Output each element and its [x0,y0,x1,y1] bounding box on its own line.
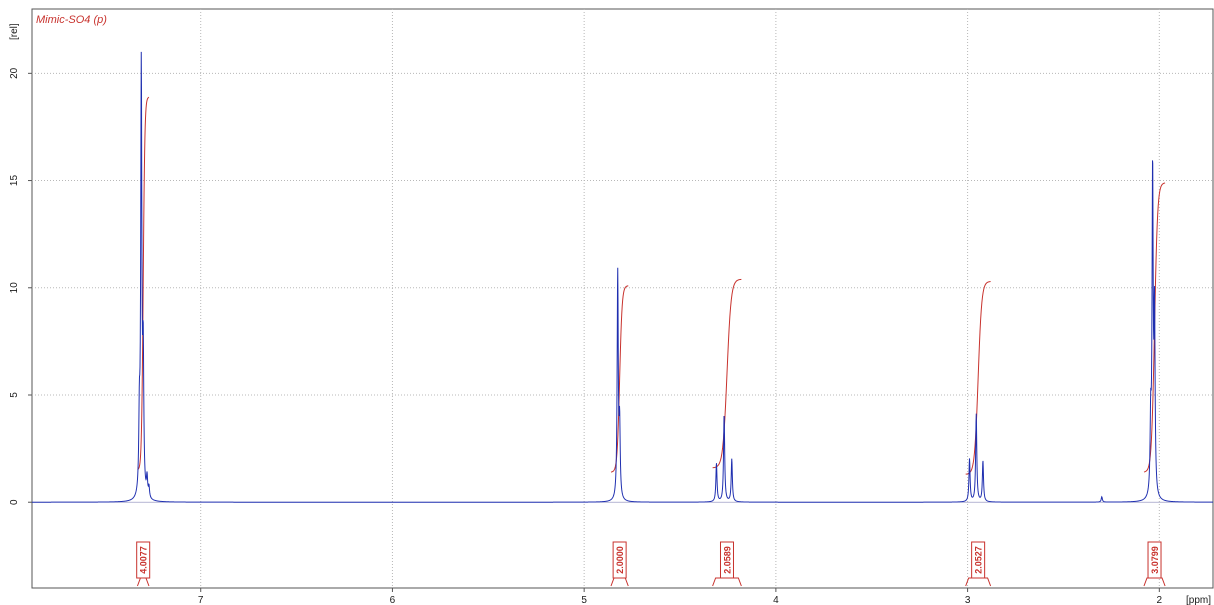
integral-curve [965,281,991,475]
x-axis-unit-label: [ppm] [1186,595,1211,605]
integral-label-box [612,541,627,579]
integral-region: 2.0000 [610,285,629,587]
y-axis-unit-label: [rel] [9,23,20,40]
integral-value: 2.0527 [974,546,984,574]
x-tick-label: 2 [1157,595,1163,605]
integral-bracket [965,577,992,587]
x-tick-label: 4 [773,595,779,605]
integral-layer: 4.0077 2.0000 2.0589 2.0527 3.0799 [136,96,1166,587]
integral-region: 3.0799 [1143,182,1166,587]
y-tick-label: 20 [9,67,20,79]
integral-value: 2.0000 [615,546,625,574]
spectrum-series-line [32,51,1213,503]
integral-bracket [712,577,742,587]
integral-value: 3.0799 [1150,546,1160,574]
integral-bracket [136,577,150,587]
chart-title: Mimic-SO4 (p) [36,14,107,26]
integral-label-box [1147,541,1162,579]
integral-value: 2.0589 [722,546,732,574]
integral-label-box [971,541,986,579]
integral-region: 2.0589 [712,278,742,587]
x-tick-label: 7 [198,595,204,605]
x-tick-label: 5 [581,595,587,605]
integral-region: 4.0077 [136,96,151,587]
y-tick-label: 10 [9,282,20,294]
x-tick-label: 6 [390,595,396,605]
y-tick-label: 15 [9,175,20,187]
integral-label-box [136,541,151,579]
y-tick-label: 5 [9,392,20,398]
integral-label-box [719,541,734,579]
integral-bracket [610,577,629,587]
x-tick-label: 3 [965,595,971,605]
y-tick-label: 0 [9,499,20,505]
integral-value: 4.0077 [139,546,149,574]
integral-curve [137,96,150,471]
integral-curve [712,278,742,469]
integral-bracket [1143,577,1166,587]
plot-frame [31,8,1214,589]
integral-region: 2.0527 [965,281,992,587]
integral-curve [610,285,629,473]
